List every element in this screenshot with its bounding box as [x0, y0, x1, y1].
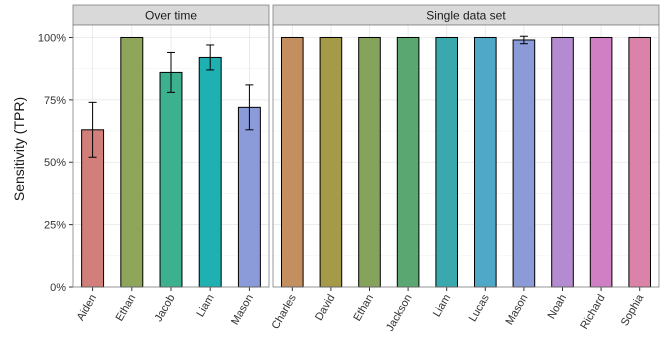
y-tick-label: 50% [44, 157, 66, 169]
bar [319, 36, 343, 288]
panel-border [272, 24, 660, 288]
x-tick-label: Sophia [619, 292, 647, 328]
bar [358, 36, 381, 288]
y-tick-label: 75% [44, 95, 66, 107]
y-tick-label: 100% [38, 32, 66, 44]
y-tick-label: 25% [44, 220, 66, 232]
y-axis-title: Sensitivity (TPR) [11, 97, 27, 201]
bar [589, 36, 613, 288]
x-tick-label: Noah [546, 293, 570, 322]
facet-panel: Single data set Charles David Ethan Jackson L… [270, 4, 660, 334]
bar [237, 106, 261, 288]
panel-border [72, 24, 270, 288]
bar [159, 71, 183, 288]
x-tick-label: Aiden [75, 293, 99, 323]
bar [280, 36, 304, 288]
x-tick-label: Mason [229, 293, 256, 328]
facet-strip-label: Single data set [426, 9, 506, 23]
x-tick-label: Ethan [114, 293, 139, 324]
x-tick-label: Liam [194, 293, 216, 320]
x-tick-label: Richard [578, 293, 607, 332]
bar [396, 36, 420, 288]
bar [628, 36, 652, 288]
x-tick-label: Mason [504, 293, 531, 328]
bar [120, 36, 144, 288]
x-tick-label: David [313, 293, 337, 323]
x-tick-label: Ethan [351, 293, 376, 324]
bar [198, 56, 222, 288]
facet-panel: Over time Aiden Ethan Jacob Liam Mason [72, 4, 270, 328]
x-tick-label: Jacob [153, 293, 178, 324]
x-tick-label: Lucas [467, 292, 492, 324]
x-tick-label: Jackson [384, 293, 415, 334]
bar [512, 39, 536, 288]
bar [473, 36, 497, 288]
x-tick-label: Charles [270, 292, 300, 331]
y-tick-label: 0% [50, 282, 66, 294]
bar [551, 36, 574, 288]
y-axis: 0% 25% 50% 75% 100% [38, 32, 73, 294]
bar [435, 36, 459, 288]
facet-strip-label: Over time [145, 9, 197, 23]
x-tick-label: Liam [431, 293, 453, 320]
